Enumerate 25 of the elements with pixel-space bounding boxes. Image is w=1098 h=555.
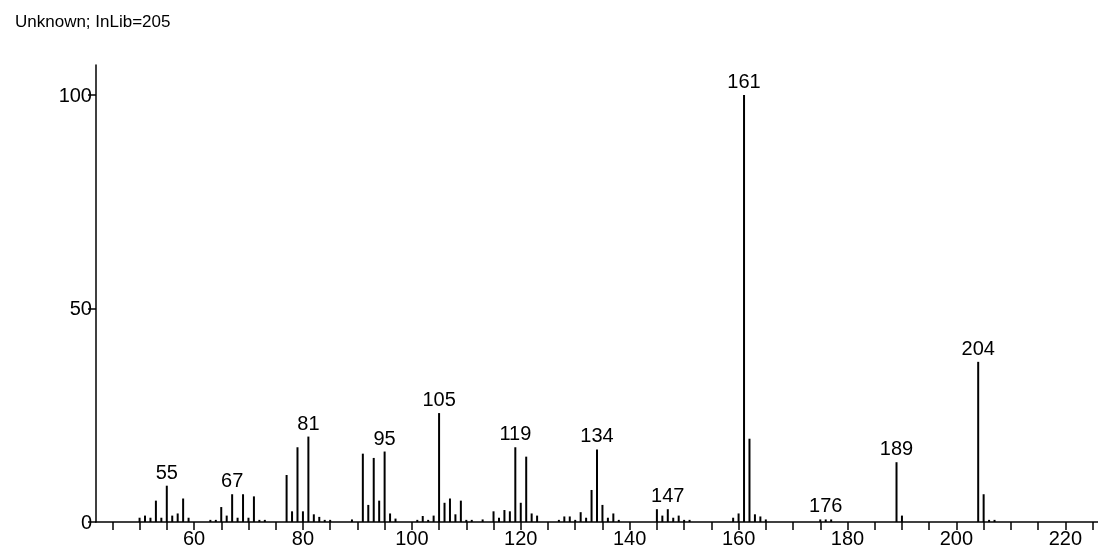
x-tick-label: 200 (939, 527, 974, 549)
annotation: 134 (580, 424, 614, 447)
x-tick-label: 220 (1048, 527, 1083, 549)
y-tick-label: 50 (69, 297, 92, 320)
x-tick-label: 80 (291, 527, 315, 549)
x-tick-label: 160 (721, 527, 756, 549)
annotation: 55 (155, 460, 178, 483)
y-tick-label: 100 (58, 83, 92, 106)
annotation: 161 (727, 69, 761, 92)
annotation: 95 (373, 426, 396, 449)
annotation: 105 (422, 388, 456, 411)
annotation: 176 (809, 494, 843, 517)
y-tick-label: 0 (80, 511, 92, 533)
x-tick-label: 120 (504, 527, 538, 549)
chart-title: Unknown; InLib=205 (15, 12, 171, 31)
x-tick-label: 180 (830, 527, 865, 549)
x-tick-label: 140 (612, 527, 647, 549)
x-tick-label: 60 (182, 527, 206, 549)
x-tick-label: 100 (395, 527, 429, 549)
annotation: 189 (879, 437, 914, 460)
annotation: 119 (499, 422, 532, 445)
annotation: 81 (297, 411, 320, 434)
annotation: 147 (651, 484, 685, 507)
annotation: 67 (221, 469, 244, 492)
annotation: 204 (961, 336, 995, 359)
